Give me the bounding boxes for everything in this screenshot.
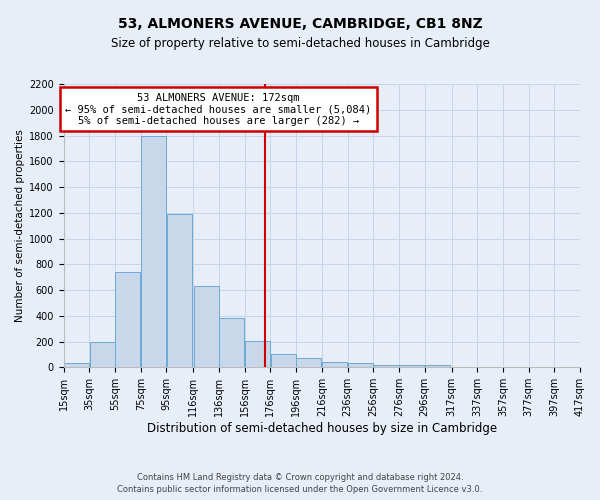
Y-axis label: Number of semi-detached properties: Number of semi-detached properties [15, 129, 25, 322]
Text: Contains HM Land Registry data © Crown copyright and database right 2024.: Contains HM Land Registry data © Crown c… [137, 472, 463, 482]
Text: Size of property relative to semi-detached houses in Cambridge: Size of property relative to semi-detach… [110, 38, 490, 51]
Bar [141, 136, 166, 368]
Bar [271, 354, 296, 368]
X-axis label: Distribution of semi-detached houses by size in Cambridge: Distribution of semi-detached houses by … [147, 422, 497, 435]
Bar [452, 366, 477, 368]
Bar [399, 366, 424, 368]
Bar [322, 362, 347, 368]
Bar [115, 272, 140, 368]
Bar [425, 365, 450, 368]
Bar [194, 286, 219, 368]
Text: 53 ALMONERS AVENUE: 172sqm
← 95% of semi-detached houses are smaller (5,084)
5% : 53 ALMONERS AVENUE: 172sqm ← 95% of semi… [65, 92, 371, 126]
Bar [374, 365, 398, 368]
Bar [348, 364, 373, 368]
Text: 53, ALMONERS AVENUE, CAMBRIDGE, CB1 8NZ: 53, ALMONERS AVENUE, CAMBRIDGE, CB1 8NZ [118, 18, 482, 32]
Bar [220, 318, 244, 368]
Text: Contains public sector information licensed under the Open Government Licence v3: Contains public sector information licen… [118, 485, 482, 494]
Bar [296, 358, 322, 368]
Bar [167, 214, 192, 368]
Bar [245, 341, 270, 367]
Bar [64, 364, 89, 368]
Bar [89, 342, 115, 367]
